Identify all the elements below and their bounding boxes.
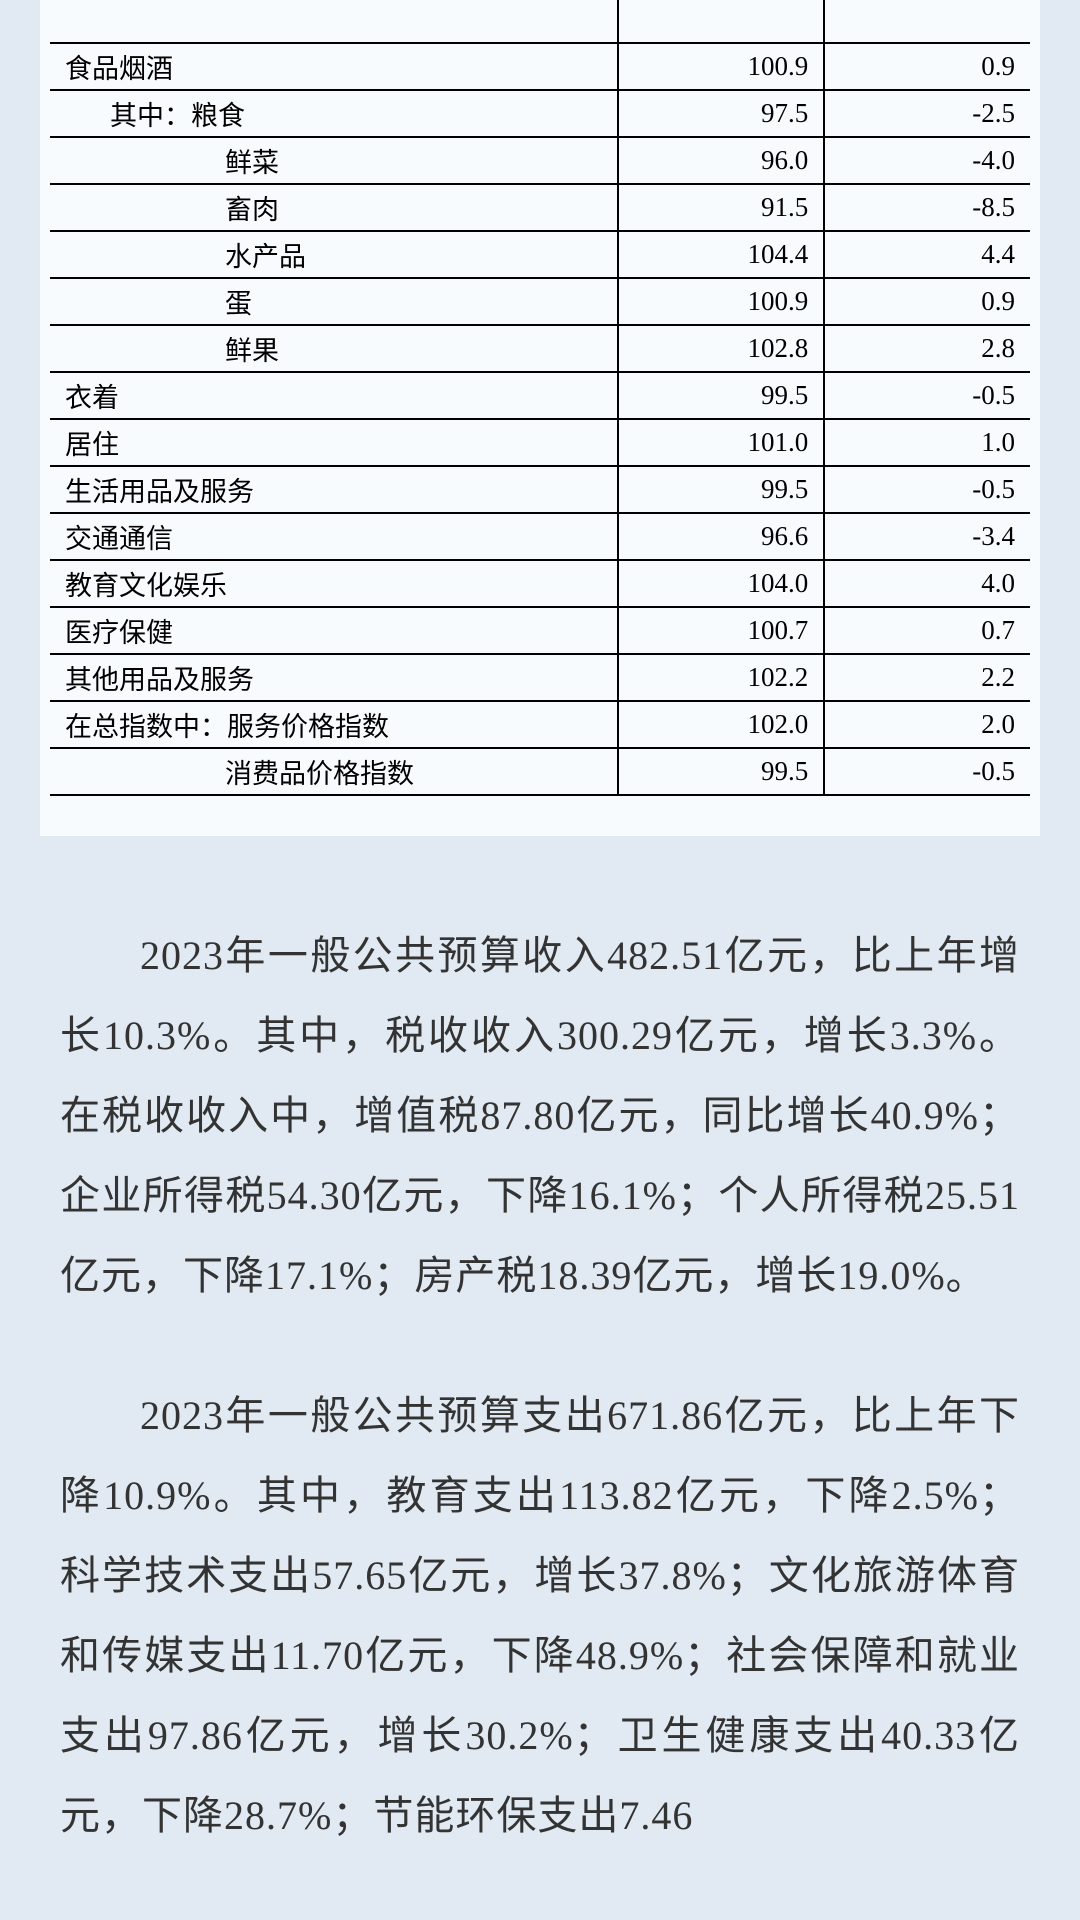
- cpi-table-container: 居民消费价格总指数100.00.0食品烟酒100.90.9其中：粮食97.5-2…: [40, 0, 1040, 836]
- table-row: 消费品价格指数99.5-0.5: [50, 748, 1030, 795]
- index-value: 102.8: [618, 325, 824, 372]
- change-value: 2.8: [824, 325, 1030, 372]
- category-label: 生活用品及服务: [50, 466, 618, 513]
- table-row: 交通通信96.6-3.4: [50, 513, 1030, 560]
- index-value: 104.4: [618, 231, 824, 278]
- index-value: 102.2: [618, 654, 824, 701]
- category-label: 蛋: [50, 278, 618, 325]
- category-label: 鲜菜: [50, 137, 618, 184]
- table-row: 食品烟酒100.90.9: [50, 43, 1030, 90]
- change-value: 2.2: [824, 654, 1030, 701]
- category-label: 在总指数中：服务价格指数: [50, 701, 618, 748]
- index-value: 100.9: [618, 278, 824, 325]
- table-row: 水产品104.44.4: [50, 231, 1030, 278]
- index-value: 99.5: [618, 372, 824, 419]
- change-value: -0.5: [824, 372, 1030, 419]
- category-label: 医疗保健: [50, 607, 618, 654]
- table-row: 在总指数中：服务价格指数102.02.0: [50, 701, 1030, 748]
- index-value: 99.5: [618, 748, 824, 795]
- category-label: 食品烟酒: [50, 43, 618, 90]
- change-value: -3.4: [824, 513, 1030, 560]
- change-value: 4.0: [824, 560, 1030, 607]
- category-label: 畜肉: [50, 184, 618, 231]
- index-value: 99.5: [618, 466, 824, 513]
- index-value: 97.5: [618, 90, 824, 137]
- table-row: 居民消费价格总指数100.00.0: [50, 0, 1030, 43]
- table-row: 鲜果102.82.8: [50, 325, 1030, 372]
- table-row: 衣着99.5-0.5: [50, 372, 1030, 419]
- index-value: 100.7: [618, 607, 824, 654]
- change-value: -0.5: [824, 466, 1030, 513]
- budget-expenditure-paragraph: 2023年一般公共预算支出671.86亿元，比上年下降10.9%。其中，教育支出…: [60, 1376, 1020, 1856]
- table-row: 畜肉91.5-8.5: [50, 184, 1030, 231]
- change-value: -4.0: [824, 137, 1030, 184]
- budget-revenue-paragraph: 2023年一般公共预算收入482.51亿元，比上年增长10.3%。其中，税收收入…: [60, 916, 1020, 1316]
- category-label: 其他用品及服务: [50, 654, 618, 701]
- change-value: -8.5: [824, 184, 1030, 231]
- table-row: 其他用品及服务102.22.2: [50, 654, 1030, 701]
- category-label: 衣着: [50, 372, 618, 419]
- category-label: 其中：粮食: [50, 90, 618, 137]
- table-row: 医疗保健100.70.7: [50, 607, 1030, 654]
- text-content-section: 2023年一般公共预算收入482.51亿元，比上年增长10.3%。其中，税收收入…: [0, 836, 1080, 1856]
- category-label: 鲜果: [50, 325, 618, 372]
- change-value: 0.0: [824, 0, 1030, 43]
- change-value: 4.4: [824, 231, 1030, 278]
- index-value: 91.5: [618, 184, 824, 231]
- change-value: 0.9: [824, 278, 1030, 325]
- index-value: 102.0: [618, 701, 824, 748]
- category-label: 交通通信: [50, 513, 618, 560]
- table-row: 其中：粮食97.5-2.5: [50, 90, 1030, 137]
- index-value: 101.0: [618, 419, 824, 466]
- index-value: 100.0: [618, 0, 824, 43]
- change-value: 0.9: [824, 43, 1030, 90]
- category-label: 教育文化娱乐: [50, 560, 618, 607]
- change-value: -0.5: [824, 748, 1030, 795]
- category-label: 居住: [50, 419, 618, 466]
- index-value: 96.0: [618, 137, 824, 184]
- table-row: 生活用品及服务99.5-0.5: [50, 466, 1030, 513]
- change-value: 0.7: [824, 607, 1030, 654]
- cpi-table: 居民消费价格总指数100.00.0食品烟酒100.90.9其中：粮食97.5-2…: [50, 0, 1030, 796]
- index-value: 96.6: [618, 513, 824, 560]
- table-row: 鲜菜96.0-4.0: [50, 137, 1030, 184]
- category-label: 水产品: [50, 231, 618, 278]
- category-label: 居民消费价格总指数: [50, 0, 618, 43]
- change-value: 1.0: [824, 419, 1030, 466]
- index-value: 104.0: [618, 560, 824, 607]
- change-value: -2.5: [824, 90, 1030, 137]
- table-row: 教育文化娱乐104.04.0: [50, 560, 1030, 607]
- table-row: 居住101.01.0: [50, 419, 1030, 466]
- category-label: 消费品价格指数: [50, 748, 618, 795]
- table-row: 蛋100.90.9: [50, 278, 1030, 325]
- change-value: 2.0: [824, 701, 1030, 748]
- index-value: 100.9: [618, 43, 824, 90]
